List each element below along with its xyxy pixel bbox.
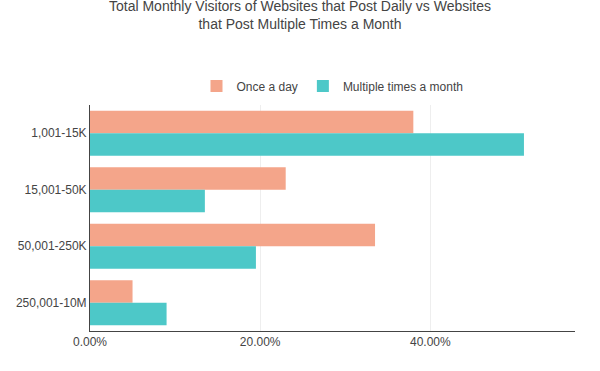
svg-text:50,001-250K: 50,001-250K: [18, 239, 87, 253]
svg-text:250,001-10M: 250,001-10M: [16, 296, 87, 310]
svg-text:Total Monthly Visitors of Webs: Total Monthly Visitors of Websites that …: [109, 0, 491, 32]
svg-text:1,001-15K: 1,001-15K: [31, 126, 86, 140]
svg-text:15,001-50K: 15,001-50K: [25, 183, 87, 197]
svg-text:20.00%: 20.00%: [240, 335, 281, 349]
svg-text:40.00%: 40.00%: [410, 335, 451, 349]
svg-text:0.00%: 0.00%: [73, 335, 107, 349]
svg-text:Multiple times a month: Multiple times a month: [343, 80, 463, 94]
svg-text:Once a day: Once a day: [237, 80, 298, 94]
